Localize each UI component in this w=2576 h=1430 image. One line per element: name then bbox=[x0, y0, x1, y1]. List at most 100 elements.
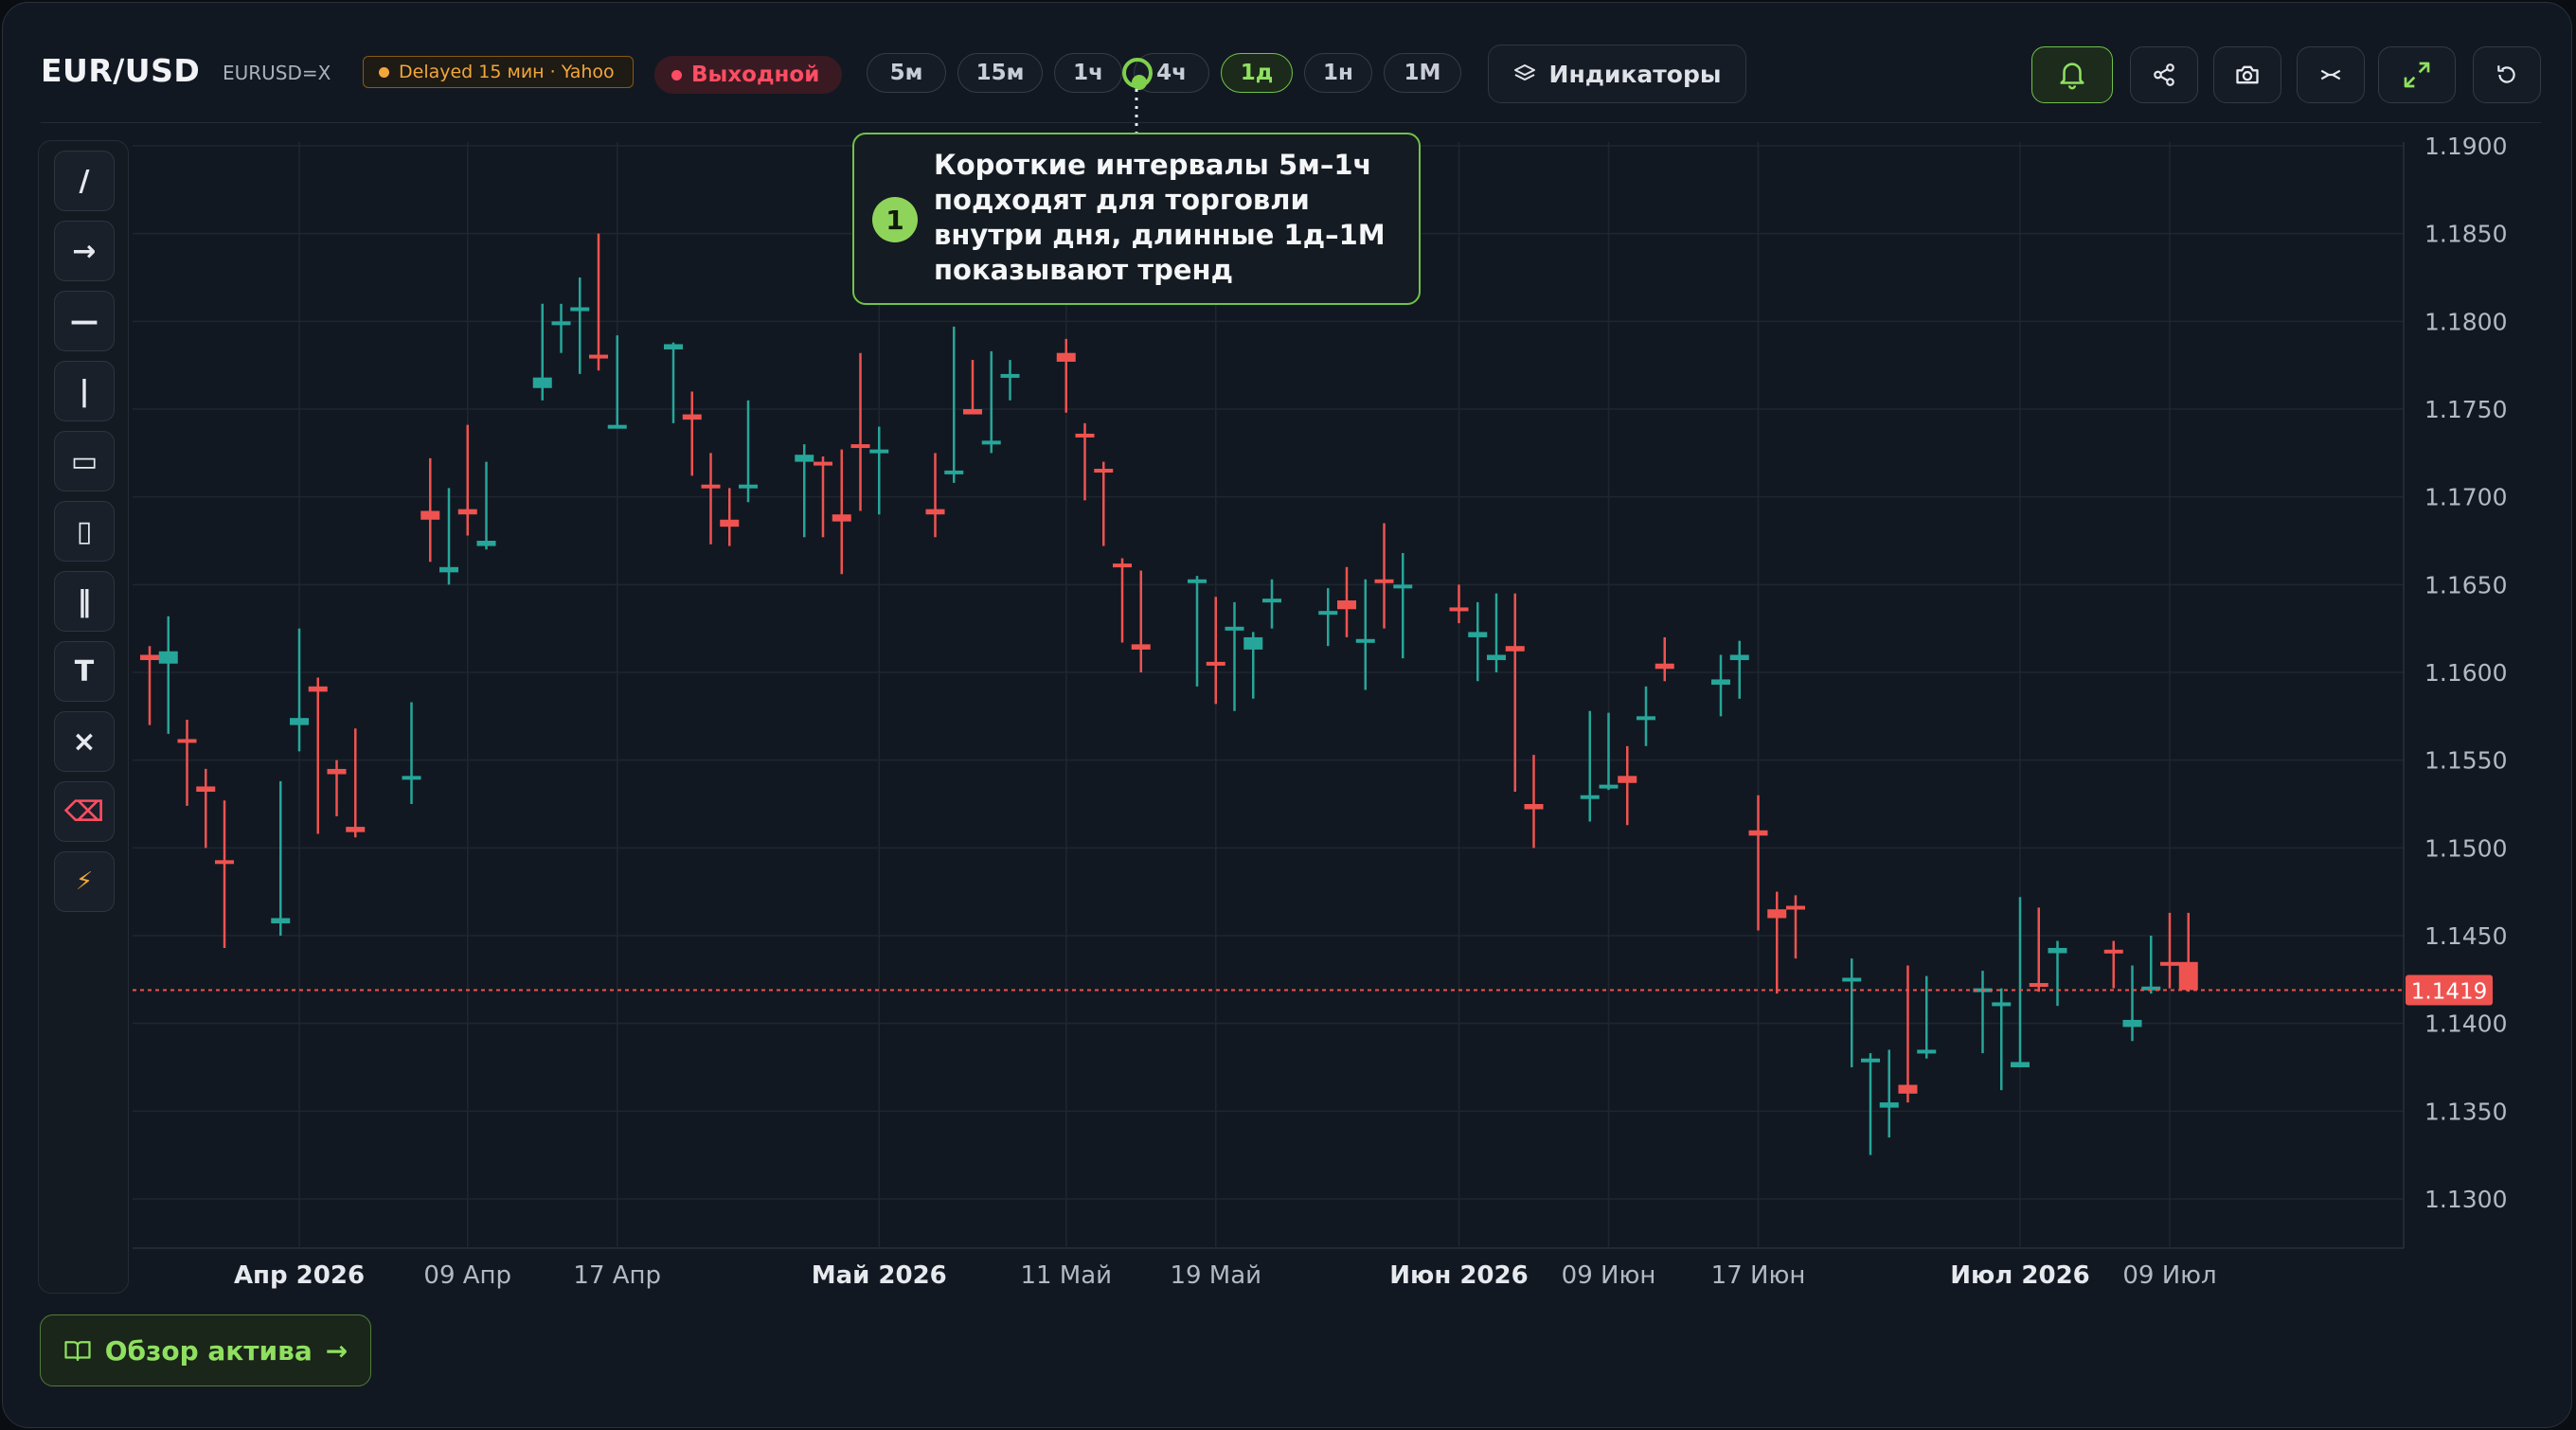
fullscreen-button[interactable] bbox=[2378, 46, 2456, 103]
candle bbox=[439, 488, 458, 585]
candle bbox=[739, 400, 758, 503]
tool-ray[interactable]: → bbox=[54, 221, 115, 281]
tool-quick[interactable]: ⚡ bbox=[54, 851, 115, 912]
candle-body bbox=[1468, 632, 1488, 637]
candle bbox=[1262, 579, 1281, 629]
tool-rectangle[interactable]: ▭ bbox=[54, 431, 115, 492]
last-price-label: 1.1419 bbox=[2411, 979, 2487, 1004]
tool-clear[interactable]: × bbox=[54, 711, 115, 772]
status-dot-icon bbox=[671, 69, 682, 80]
share-button[interactable] bbox=[2130, 46, 2198, 103]
ticker-code: EURUSD=X bbox=[223, 62, 331, 84]
time-axis: Апр 2026 09 Апр 17 Апр Май 2026 11 Май 19 Май… bbox=[234, 1261, 2217, 1290]
candle-body bbox=[850, 444, 870, 449]
price-tick-label: 1.1700 bbox=[2424, 484, 2507, 511]
last-price-line: 1.1419 bbox=[133, 974, 2493, 1006]
fullscreen-icon bbox=[2404, 62, 2430, 88]
interval-5m[interactable]: 5м bbox=[867, 53, 946, 93]
candle bbox=[963, 360, 982, 415]
candle-body bbox=[1898, 1084, 1918, 1094]
candle bbox=[1729, 640, 1749, 699]
candle bbox=[1225, 601, 1244, 711]
screenshot-button[interactable] bbox=[2213, 46, 2281, 103]
drawing-toolbar: / → — | ▭ ▯ ‖ T × ⌫ ⚡ bbox=[38, 140, 129, 1294]
indicators-button[interactable]: Индикаторы bbox=[1488, 45, 1746, 103]
candle-body bbox=[290, 718, 309, 725]
price-tick-label: 1.1900 bbox=[2424, 133, 2507, 160]
interval-1d[interactable]: 1д bbox=[1221, 53, 1293, 93]
candle bbox=[196, 768, 216, 849]
candle-body bbox=[2011, 1062, 2030, 1067]
candle bbox=[2011, 897, 2030, 1067]
candle-body bbox=[1505, 646, 1525, 652]
compare-button[interactable] bbox=[2297, 46, 2365, 103]
candle bbox=[346, 728, 366, 838]
interval-1mo[interactable]: 1М bbox=[1384, 53, 1461, 93]
tool-erase[interactable]: ⌫ bbox=[54, 781, 115, 842]
candle-body bbox=[1487, 654, 1506, 661]
candle bbox=[402, 702, 421, 804]
candle-body bbox=[1917, 1049, 1937, 1054]
candle bbox=[1973, 971, 1993, 1054]
candle-body bbox=[1318, 611, 1338, 616]
candle bbox=[682, 391, 702, 476]
camera-icon bbox=[2236, 65, 2259, 84]
candle-body bbox=[720, 519, 740, 527]
candle-body bbox=[1056, 352, 1076, 362]
candle-body bbox=[814, 461, 832, 466]
asset-overview-button[interactable]: Обзор актива → bbox=[40, 1314, 371, 1386]
tool-horizontal-line[interactable]: — bbox=[54, 291, 115, 351]
candle-body bbox=[1337, 600, 1356, 610]
candle-body bbox=[215, 860, 234, 865]
candle bbox=[1056, 338, 1076, 413]
tool-parallel-channel[interactable]: ‖ bbox=[54, 571, 115, 632]
candle-body bbox=[177, 739, 197, 743]
candle-body bbox=[1580, 795, 1600, 799]
candle-body bbox=[2029, 983, 2048, 988]
candle bbox=[850, 352, 870, 511]
candle-body bbox=[1374, 579, 1394, 583]
candle-body bbox=[1113, 563, 1132, 568]
candle bbox=[1113, 558, 1132, 643]
candle bbox=[1618, 745, 1637, 826]
price-tick-label: 1.1500 bbox=[2424, 834, 2507, 862]
alert-button[interactable] bbox=[2031, 46, 2113, 103]
tool-long-rectangle[interactable]: ▯ bbox=[54, 501, 115, 562]
tool-trend-line[interactable]: / bbox=[54, 151, 115, 211]
candle-body bbox=[795, 455, 814, 462]
candle bbox=[215, 800, 234, 948]
candle-body bbox=[1729, 654, 1749, 661]
candle bbox=[532, 303, 552, 401]
candle bbox=[1898, 965, 1918, 1103]
time-tick-label: Июн 2026 bbox=[1389, 1261, 1528, 1290]
top-toolbar: EUR/USD EURUSD=X Delayed 15 мин · Yahoo … bbox=[3, 3, 2571, 122]
candle bbox=[1374, 523, 1394, 629]
tool-text[interactable]: T bbox=[54, 641, 115, 702]
candle bbox=[1243, 632, 1263, 699]
interval-1h[interactable]: 1ч bbox=[1054, 53, 1122, 93]
candle-body bbox=[308, 686, 328, 692]
tooltip-step-number: 1 bbox=[872, 197, 918, 242]
candle bbox=[1318, 588, 1338, 647]
candle-body bbox=[1786, 905, 1805, 910]
price-tick-label: 1.1750 bbox=[2424, 396, 2507, 423]
interval-15m[interactable]: 15м bbox=[957, 53, 1043, 93]
candle-body bbox=[402, 776, 421, 780]
symbol-title: EUR/USD bbox=[41, 52, 201, 89]
tool-vertical-line[interactable]: | bbox=[54, 361, 115, 421]
candle bbox=[607, 335, 627, 429]
candle-body bbox=[963, 409, 982, 415]
candle-body bbox=[1075, 433, 1095, 438]
candle bbox=[1487, 593, 1506, 672]
candle-body bbox=[1618, 776, 1637, 783]
price-tick-label: 1.1550 bbox=[2424, 747, 2507, 775]
candle-body bbox=[1449, 607, 1469, 612]
candle-body bbox=[2178, 961, 2198, 991]
candle-body bbox=[1262, 599, 1281, 603]
candle bbox=[2160, 912, 2179, 989]
interval-1w[interactable]: 1н bbox=[1304, 53, 1372, 93]
layers-icon bbox=[1513, 64, 1535, 80]
tooltip-connector bbox=[1135, 89, 1138, 133]
reset-button[interactable] bbox=[2473, 46, 2541, 103]
